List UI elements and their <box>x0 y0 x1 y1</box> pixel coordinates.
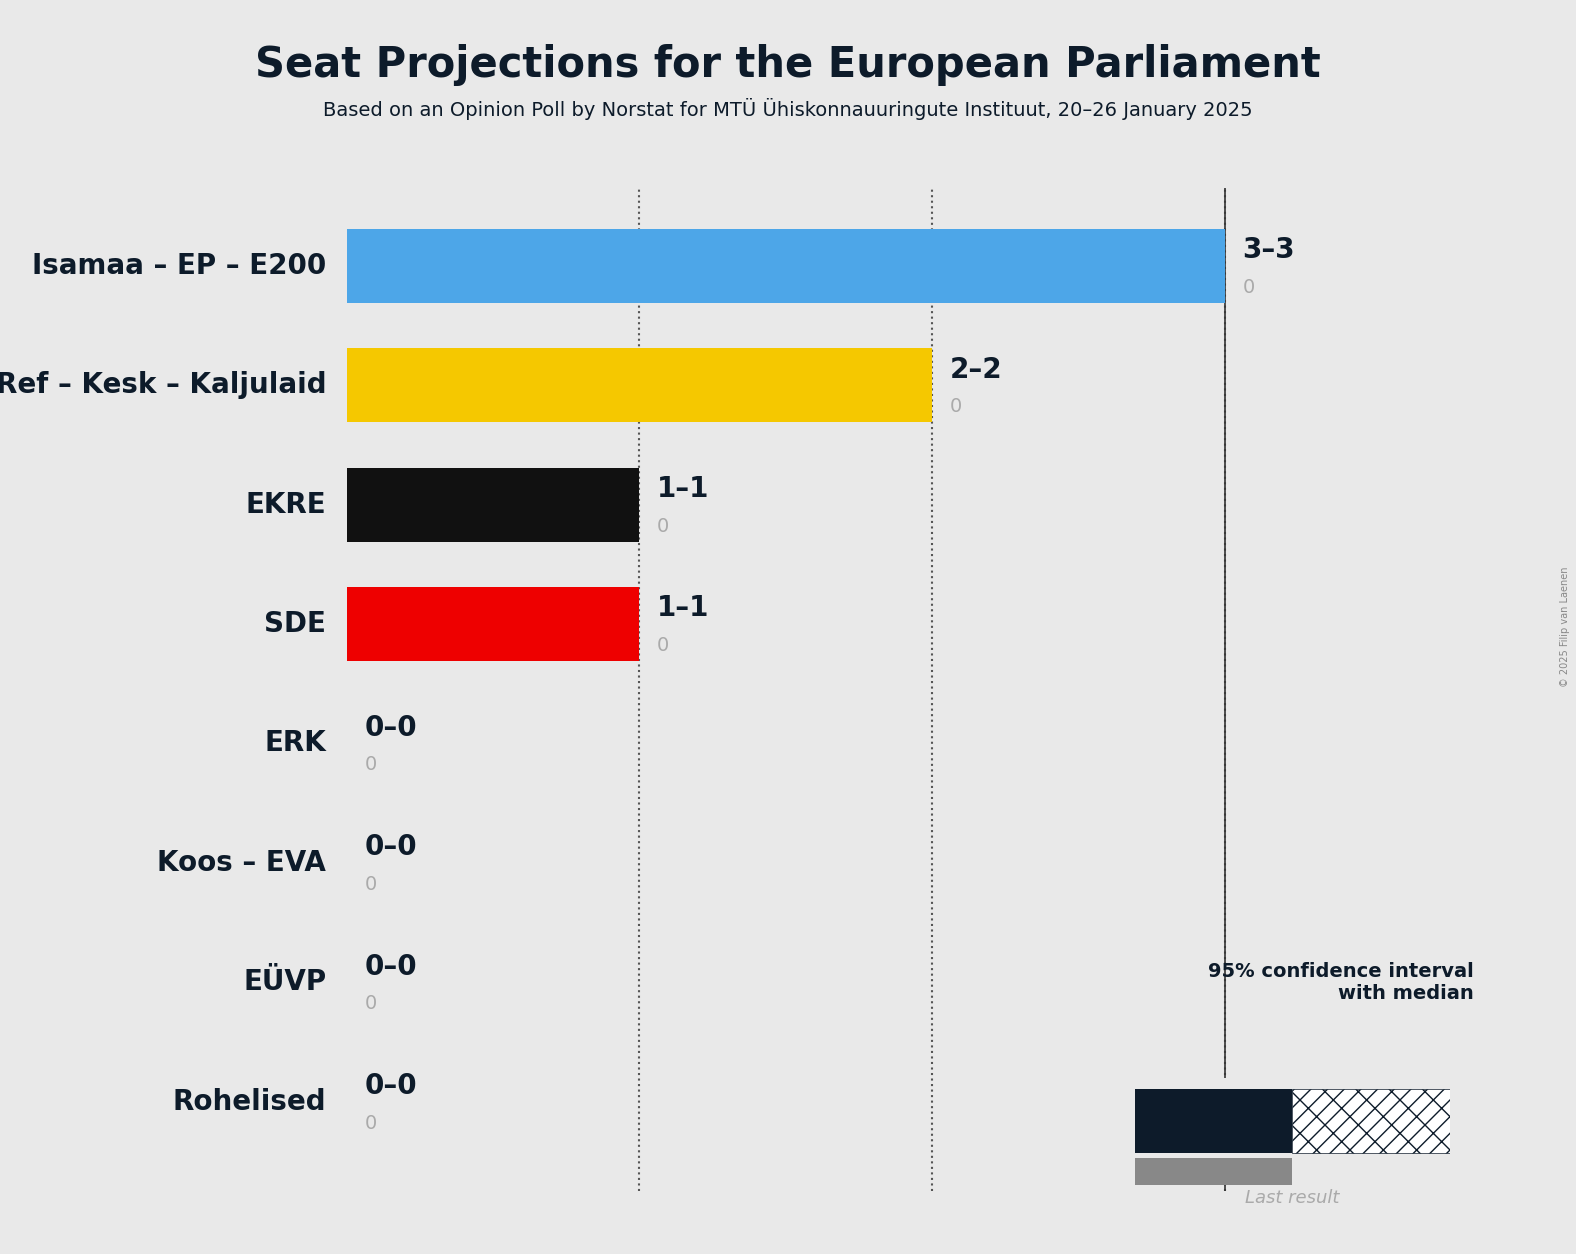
Text: 95% confidence interval
with median: 95% confidence interval with median <box>1207 962 1474 1003</box>
Text: 2–2: 2–2 <box>950 356 1002 384</box>
Text: 0–0: 0–0 <box>364 953 418 981</box>
Text: 0: 0 <box>364 1114 377 1132</box>
Text: Based on an Opinion Poll by Norstat for MTÜ Ühiskonnauuringute Instituut, 20–26 : Based on an Opinion Poll by Norstat for … <box>323 98 1253 120</box>
Text: Rohelised: Rohelised <box>173 1087 326 1116</box>
Text: Last result: Last result <box>1245 1189 1340 1206</box>
Text: 0: 0 <box>950 398 961 416</box>
Text: 0–0: 0–0 <box>364 714 418 742</box>
Text: EÜVP: EÜVP <box>243 968 326 996</box>
Text: 0–0: 0–0 <box>364 1072 418 1100</box>
Text: Koos – EVA: Koos – EVA <box>158 849 326 877</box>
Text: 1–1: 1–1 <box>657 475 709 503</box>
Text: © 2025 Filip van Laenen: © 2025 Filip van Laenen <box>1560 567 1570 687</box>
Bar <box>347 349 931 423</box>
Text: EKRE: EKRE <box>246 490 326 519</box>
Text: 0–0: 0–0 <box>364 834 418 861</box>
Text: Ref – Kesk – Kaljulaid: Ref – Kesk – Kaljulaid <box>0 371 326 399</box>
Text: 0: 0 <box>657 517 670 535</box>
Text: Isamaa – EP – E200: Isamaa – EP – E200 <box>32 252 326 280</box>
Text: 0: 0 <box>364 994 377 1013</box>
Bar <box>347 228 1225 302</box>
Text: 3–3: 3–3 <box>1242 236 1295 265</box>
Bar <box>1135 1088 1292 1154</box>
Bar <box>1292 1088 1450 1154</box>
Text: 0: 0 <box>364 755 377 775</box>
Bar <box>1135 1157 1292 1185</box>
Text: 0: 0 <box>364 875 377 894</box>
Text: 0: 0 <box>1242 277 1254 297</box>
Bar <box>347 468 640 542</box>
Text: Seat Projections for the European Parliament: Seat Projections for the European Parlia… <box>255 44 1321 85</box>
Text: ERK: ERK <box>265 730 326 757</box>
Text: 0: 0 <box>657 636 670 655</box>
Bar <box>347 587 640 661</box>
Text: 1–1: 1–1 <box>657 594 709 622</box>
Text: SDE: SDE <box>265 609 326 638</box>
